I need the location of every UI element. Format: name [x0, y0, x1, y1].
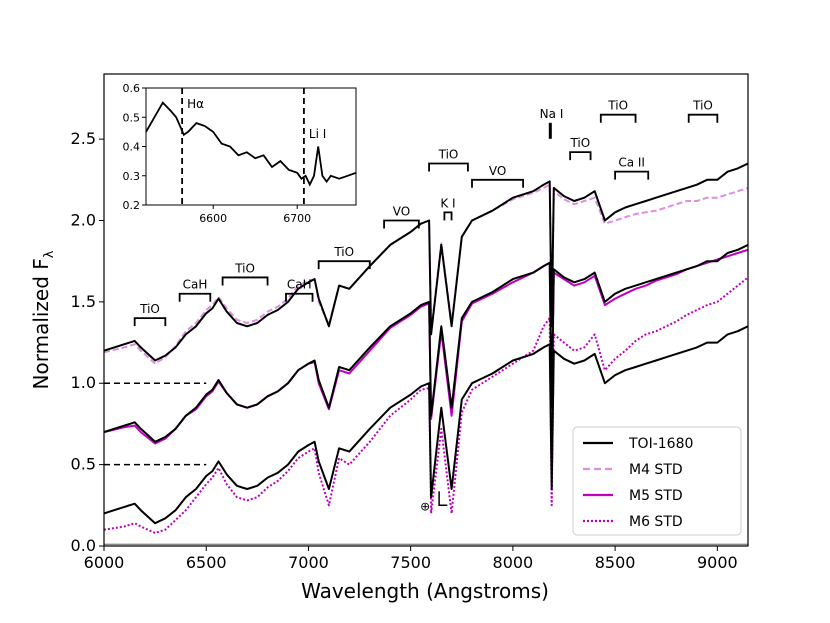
- x-tick-label: 6500: [186, 553, 227, 572]
- y-tick-label: 2.0: [71, 210, 96, 229]
- feature-bracket: [285, 292, 314, 302]
- feature-bracket: [569, 151, 592, 161]
- inset-line-label: Hα: [187, 97, 204, 111]
- feature-label: CaH: [183, 278, 208, 292]
- x-tick-label: 8000: [493, 553, 534, 572]
- feature-label: TiO: [569, 136, 590, 150]
- feature-annotation-12: Ca II: [614, 156, 650, 180]
- feature-label: Ca II: [618, 156, 645, 170]
- x-tick-label: 6000: [84, 553, 125, 572]
- feature-label: CaH: [287, 278, 312, 292]
- feature-annotation-2: TiO: [221, 261, 269, 286]
- series-layer: [104, 162, 748, 546]
- feature-label: VO: [393, 204, 410, 218]
- axes: 6000 6500 7000 7500 8000 8500 9000 0.0 0.5 1.0 1.5…: [71, 73, 749, 572]
- legend-label: M5 STD: [629, 488, 683, 504]
- x-tick-label: 9000: [697, 553, 738, 572]
- feature-label: TiO: [234, 261, 255, 275]
- y-axis-label-main: Normalized F: [29, 258, 53, 389]
- feature-bracket: [428, 162, 469, 172]
- y-axis-label: Normalized Fλ: [29, 250, 57, 389]
- feature-annotations: TiO CaH TiO CaH TiO VO TiO VO K I Na I TiO TiO Ca II…: [104, 99, 719, 513]
- inset-panel: Hα Li I 6600 6700 0.2 0.3 0.4 0.5 0.6: [108, 80, 362, 225]
- legend-entry: M4 STD: [583, 462, 683, 478]
- inset-y-tick-label: 0.5: [123, 111, 141, 124]
- y-tick-label: 1.0: [71, 373, 96, 392]
- feature-bracket: [687, 113, 719, 123]
- feature-bracket: [178, 292, 212, 302]
- inset-line-label: Li I: [309, 127, 326, 141]
- y-tick-label: 0.5: [71, 455, 96, 474]
- y-axis-label-subscript: λ: [42, 250, 57, 258]
- feature-annotation-7: VO: [471, 164, 525, 188]
- legend: TOI-1680 M4 STD M5 STD M6 STD: [572, 426, 742, 536]
- x-tick-label: 7000: [288, 553, 329, 572]
- feature-annotation-0: TiO: [133, 302, 167, 327]
- feature-annotation-10: TiO: [569, 136, 592, 161]
- feature-label: TiO: [438, 148, 459, 162]
- feature-annotation-6: TiO: [428, 148, 469, 172]
- plot-frame: [103, 73, 749, 547]
- feature-bracket: [383, 219, 420, 229]
- x-tick-label: 8500: [595, 553, 636, 572]
- feature-label: Na I: [540, 107, 564, 121]
- series-line-toi-1680-offset-1: [104, 162, 748, 362]
- feature-annotation-9: Na I: [540, 107, 564, 139]
- feature-label: TiO: [139, 302, 160, 316]
- feature-annotation-14: ⊕: [420, 491, 448, 513]
- inset-y-tick-label: 0.6: [123, 82, 141, 95]
- inset-x-tick-label: 6600: [199, 212, 227, 225]
- legend-label: TOI-1680: [628, 436, 693, 452]
- feature-bracket: [599, 113, 637, 123]
- inset-x-tick-label: 6700: [283, 212, 311, 225]
- feature-annotation-8: K I: [440, 196, 456, 221]
- feature-label: K I: [440, 196, 455, 210]
- x-tick-label: 7500: [390, 553, 431, 572]
- feature-bracket: [133, 317, 167, 327]
- series-line-toi-1680-offset-0-5: [104, 243, 748, 443]
- y-tick-label: 2.5: [71, 129, 96, 148]
- legend-label: M6 STD: [629, 514, 683, 530]
- feature-bracket: [221, 276, 269, 286]
- feature-bracket: [471, 178, 525, 188]
- y-tick-label: 0.0: [71, 536, 96, 555]
- feature-annotation-4: TiO: [317, 245, 371, 270]
- inset-y-tick-label: 0.3: [123, 170, 141, 183]
- legend-label: M4 STD: [629, 462, 683, 478]
- inset-y-tick-label: 0.4: [123, 141, 141, 154]
- feature-bracket: [317, 260, 371, 270]
- y-tick-label: 1.5: [71, 292, 96, 311]
- x-axis-label: Wavelength (Angstroms): [301, 579, 549, 603]
- feature-annotation-13: TiO: [687, 99, 719, 123]
- feature-annotation-1: CaH: [178, 278, 212, 302]
- legend-entry: TOI-1680: [583, 436, 693, 452]
- feature-annotation-3: CaH: [285, 278, 314, 302]
- feature-bracket: [443, 211, 453, 221]
- feature-bracket: [614, 170, 650, 180]
- legend-entry: M5 STD: [583, 488, 683, 504]
- legend-entry: M6 STD: [583, 514, 683, 530]
- inset-y-tick-label: 0.2: [123, 199, 141, 212]
- feature-annotation-5: VO: [383, 204, 420, 229]
- series-line-toi-1680-offset-0: [104, 325, 748, 525]
- feature-label: TiO: [333, 245, 354, 259]
- legend-box: [572, 426, 742, 536]
- feature-annotation-11: TiO: [599, 99, 637, 123]
- telluric-label: ⊕: [420, 499, 430, 513]
- feature-label: TiO: [607, 99, 628, 113]
- telluric-bracket: [438, 491, 448, 507]
- feature-label: VO: [489, 164, 506, 178]
- feature-label: TiO: [692, 99, 713, 113]
